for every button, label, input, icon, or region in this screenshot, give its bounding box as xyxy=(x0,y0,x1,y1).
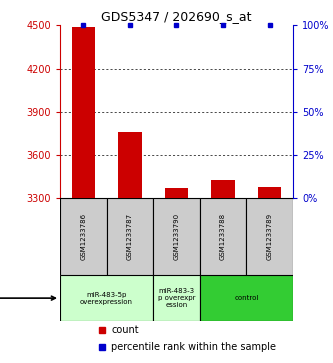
Text: control: control xyxy=(234,295,259,301)
Bar xyxy=(118,132,142,198)
Text: protocol: protocol xyxy=(0,293,55,303)
FancyBboxPatch shape xyxy=(153,275,200,321)
Bar xyxy=(72,27,95,198)
Text: GSM1233787: GSM1233787 xyxy=(127,213,133,260)
Text: GSM1233790: GSM1233790 xyxy=(173,213,179,260)
Bar xyxy=(258,187,281,198)
Text: GSM1233786: GSM1233786 xyxy=(80,213,86,260)
FancyBboxPatch shape xyxy=(246,198,293,275)
Text: percentile rank within the sample: percentile rank within the sample xyxy=(111,342,276,352)
Title: GDS5347 / 202690_s_at: GDS5347 / 202690_s_at xyxy=(101,10,252,23)
Text: miR-483-5p
overexpression: miR-483-5p overexpression xyxy=(80,291,133,305)
Bar xyxy=(211,180,235,198)
FancyBboxPatch shape xyxy=(60,198,107,275)
Text: count: count xyxy=(111,325,139,335)
FancyBboxPatch shape xyxy=(153,198,200,275)
FancyBboxPatch shape xyxy=(107,198,153,275)
FancyBboxPatch shape xyxy=(60,275,153,321)
Text: GSM1233789: GSM1233789 xyxy=(267,213,273,260)
Text: miR-483-3
p overexpr
ession: miR-483-3 p overexpr ession xyxy=(158,288,195,308)
Bar xyxy=(165,188,188,198)
FancyBboxPatch shape xyxy=(200,198,246,275)
FancyBboxPatch shape xyxy=(200,275,293,321)
Text: GSM1233788: GSM1233788 xyxy=(220,213,226,260)
